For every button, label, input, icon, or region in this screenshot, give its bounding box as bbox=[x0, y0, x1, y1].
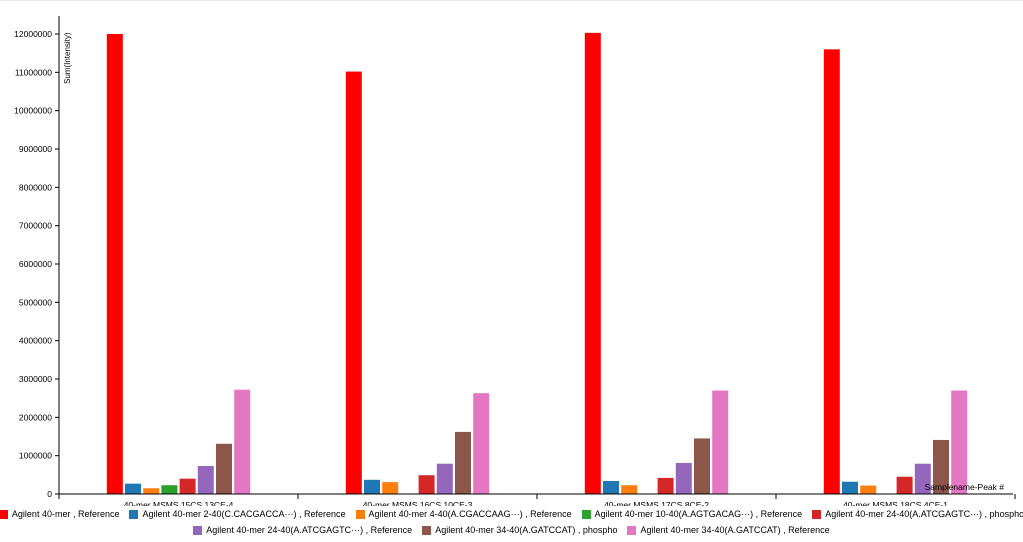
y-tick-label: 11000000 bbox=[15, 67, 52, 77]
legend-label: Agilent 40-mer 2-40(C.CACGACCA···) , Ref… bbox=[142, 509, 346, 519]
x-tick-label: 40-mer MSMS 15CS 13CE-4 bbox=[124, 500, 234, 506]
legend-swatch bbox=[129, 509, 139, 519]
bar bbox=[584, 32, 601, 494]
bar bbox=[345, 71, 362, 495]
bar bbox=[933, 439, 949, 494]
legend-label: Agilent 40-mer 10-40(A.AGTGACAG···) , Re… bbox=[594, 509, 803, 519]
bar bbox=[860, 485, 877, 494]
bar bbox=[234, 389, 251, 494]
y-tick-label: 9000000 bbox=[19, 144, 52, 154]
x-tick-label: 40-mer MSMS 18CS 4CE-1 bbox=[843, 500, 948, 506]
bar bbox=[125, 483, 141, 494]
y-tick-label: 12000000 bbox=[14, 29, 52, 39]
legend-item: Agilent 40-mer 24-40(A.ATCGAGTC···) , ph… bbox=[812, 506, 1023, 522]
bar bbox=[951, 390, 968, 494]
bar bbox=[382, 482, 399, 494]
bar bbox=[657, 477, 674, 494]
y-tick-label: 8000000 bbox=[19, 182, 52, 192]
legend-item: Agilent 40-mer 34-40(A.GATCCAT) , Refere… bbox=[627, 522, 830, 538]
legend-swatch bbox=[812, 509, 822, 519]
legend-label: Agilent 40-mer 4-40(A.CGACCAAG···) , Ref… bbox=[368, 509, 572, 519]
legend-label: Agilent 40-mer 24-40(A.ATCGAGTC···) , ph… bbox=[825, 509, 1023, 519]
legend-item: Agilent 40-mer , Reference bbox=[0, 506, 119, 522]
bar-chart: 0 1000000 2000000 3000000 4000000 5000000 6000… bbox=[0, 0, 1023, 506]
legend-item: Agilent 40-mer 10-40(A.AGTGACAG···) , Re… bbox=[581, 506, 803, 522]
legend-swatch bbox=[422, 525, 432, 535]
y-tick-label: 5000000 bbox=[19, 297, 52, 307]
y-tick-label: 6000000 bbox=[19, 259, 52, 269]
bar bbox=[712, 390, 729, 494]
y-tick-label: 2000000 bbox=[19, 412, 52, 422]
bar bbox=[364, 479, 380, 494]
legend-row: Agilent 40-mer , Reference Agilent 40-mer… bbox=[0, 506, 1023, 522]
legend: Agilent 40-mer , Reference Agilent 40-mer… bbox=[0, 506, 1023, 538]
legend-label: Agilent 40-mer , Reference bbox=[11, 509, 120, 519]
legend-label: Agilent 40-mer 34-40(A.GATCCAT) , phosph… bbox=[435, 525, 618, 535]
bar bbox=[621, 485, 638, 494]
bar bbox=[675, 462, 692, 494]
bar bbox=[914, 463, 931, 494]
x-axis-label: Samplename-Peak # bbox=[925, 482, 1005, 492]
bar bbox=[418, 475, 435, 494]
bar bbox=[143, 488, 160, 494]
y-axis-label: Sum(Intensity) bbox=[63, 32, 72, 84]
legend-item: Agilent 40-mer 34-40(A.GATCCAT) , phosph… bbox=[422, 522, 617, 538]
bar bbox=[455, 431, 471, 494]
legend-swatch bbox=[355, 509, 365, 519]
bars-group bbox=[106, 32, 968, 495]
bar bbox=[197, 466, 214, 494]
bar bbox=[823, 49, 840, 494]
legend-row: Agilent 40-mer 24-40(A.ATCGAGTC···) , Re… bbox=[0, 522, 1023, 538]
legend-item: Agilent 40-mer 4-40(A.CGACCAAG···) , Ref… bbox=[355, 506, 572, 522]
legend-item: Agilent 40-mer 2-40(C.CACGACCA···) , Ref… bbox=[129, 506, 346, 522]
legend-label: Agilent 40-mer 34-40(A.GATCCAT) , Refere… bbox=[640, 525, 830, 535]
bar bbox=[179, 478, 196, 494]
legend-item: Agilent 40-mer 24-40(A.ATCGAGTC···) , Re… bbox=[193, 522, 412, 538]
x-tick-label: 40-mer MSMS 16CS 10CE-3 bbox=[363, 500, 473, 506]
legend-swatch bbox=[0, 509, 8, 519]
bar bbox=[842, 481, 858, 494]
x-tick-label: 40-mer MSMS 17CS 8CE-2 bbox=[604, 500, 709, 506]
legend-swatch bbox=[193, 525, 203, 535]
bar bbox=[436, 463, 453, 494]
y-tick-label: 3000000 bbox=[19, 374, 52, 384]
bar bbox=[161, 485, 178, 494]
x-axis: 40-mer MSMS 15CS 13CE-4 40-mer MSMS 16CS … bbox=[58, 493, 1016, 506]
bar bbox=[896, 476, 913, 494]
bar bbox=[694, 438, 710, 494]
bar bbox=[106, 34, 123, 494]
bar bbox=[603, 480, 619, 494]
y-tick-label: 10000000 bbox=[14, 106, 52, 116]
y-tick-label: 4000000 bbox=[19, 336, 52, 346]
y-tick-label: 7000000 bbox=[19, 221, 52, 231]
legend-swatch bbox=[627, 525, 637, 535]
y-tick-label: 1000000 bbox=[19, 451, 52, 461]
legend-swatch bbox=[581, 509, 591, 519]
legend-label: Agilent 40-mer 24-40(A.ATCGAGTC···) , Re… bbox=[206, 525, 413, 535]
bar bbox=[216, 443, 232, 494]
y-axis: 0 1000000 2000000 3000000 4000000 5000000 6000… bbox=[14, 16, 60, 499]
y-tick-label: 0 bbox=[47, 489, 52, 499]
bar bbox=[473, 393, 490, 494]
